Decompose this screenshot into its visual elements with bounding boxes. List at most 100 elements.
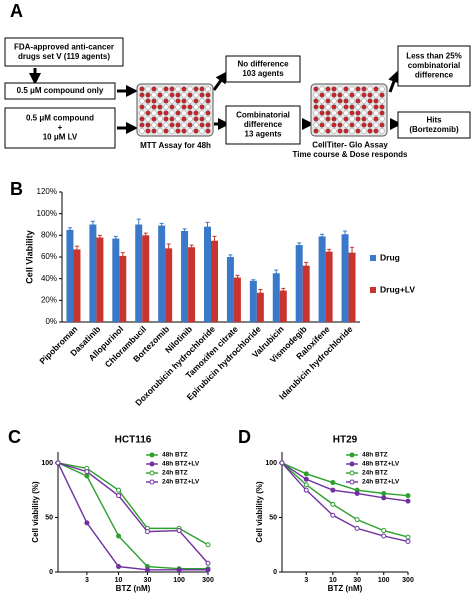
error-bar <box>297 242 302 248</box>
well <box>379 92 385 98</box>
well <box>313 92 319 98</box>
well <box>337 86 343 92</box>
data-point <box>405 493 411 499</box>
well <box>379 86 385 92</box>
well <box>349 86 355 92</box>
bar <box>341 234 349 322</box>
well <box>157 92 163 98</box>
data-point <box>84 520 90 526</box>
error-bar <box>212 235 217 246</box>
well <box>187 98 193 104</box>
bar <box>112 238 120 322</box>
well <box>379 98 385 104</box>
legend-label: 48h BTZ <box>362 452 388 459</box>
legend-label: 24h BTZ+LV <box>362 479 400 486</box>
well <box>199 92 205 98</box>
x-tick-label: 300 <box>402 577 414 584</box>
bar <box>181 231 189 322</box>
well <box>193 128 199 134</box>
data-point <box>330 512 336 518</box>
bar <box>158 225 166 322</box>
well <box>205 104 211 110</box>
well <box>145 104 151 110</box>
well <box>157 122 163 128</box>
well <box>343 92 349 98</box>
error-bar <box>251 279 256 283</box>
bar <box>249 280 257 322</box>
y-axis-label: Cell Viability <box>24 230 34 283</box>
well <box>175 92 181 98</box>
well <box>319 116 325 122</box>
well <box>157 116 163 122</box>
well <box>331 92 337 98</box>
well <box>205 128 211 134</box>
well <box>331 128 337 134</box>
data-point <box>55 460 61 466</box>
series-line <box>281 462 409 497</box>
data-point <box>84 469 90 475</box>
series-line <box>57 462 208 571</box>
legend-label: 24h BTZ+LV <box>162 479 200 486</box>
well <box>163 86 169 92</box>
well <box>349 104 355 110</box>
well <box>139 86 145 92</box>
data-point <box>354 525 360 531</box>
well <box>361 116 367 122</box>
well <box>355 98 361 104</box>
well <box>193 116 199 122</box>
well <box>337 122 343 128</box>
well <box>373 128 379 134</box>
well <box>331 116 337 122</box>
well <box>355 128 361 134</box>
well <box>379 116 385 122</box>
well <box>379 122 385 128</box>
data-point <box>354 517 360 523</box>
well <box>169 116 175 122</box>
node-text: No difference <box>237 59 289 68</box>
plate <box>136 83 214 137</box>
well <box>199 86 205 92</box>
well <box>175 86 181 92</box>
series-line <box>57 462 209 564</box>
well <box>199 128 205 134</box>
well <box>175 104 181 110</box>
legend-marker <box>149 461 155 467</box>
error-bar <box>343 230 348 238</box>
bar <box>188 247 196 322</box>
series-line <box>57 462 209 546</box>
y-axis-label: Cell viability (%) <box>255 481 264 543</box>
y-tick-label: 0 <box>273 569 277 576</box>
node-text: 10 μM LV <box>43 133 78 142</box>
node-box <box>225 55 301 83</box>
well <box>337 116 343 122</box>
y-tick-label: 120% <box>37 187 57 196</box>
y-tick-label: 50 <box>45 514 53 521</box>
y-tick-label: 50 <box>269 514 277 521</box>
data-point <box>354 490 360 496</box>
well <box>355 92 361 98</box>
x-tick-label: 300 <box>202 577 214 584</box>
y-tick-label: 80% <box>41 230 57 239</box>
x-tick-label: 10 <box>329 577 337 584</box>
error-bar <box>189 244 194 250</box>
well <box>169 122 175 128</box>
data-point <box>144 567 150 573</box>
well <box>331 122 337 128</box>
legend-marker <box>149 470 155 476</box>
y-tick-label: 60% <box>41 252 57 261</box>
well <box>361 86 367 92</box>
well <box>325 98 331 104</box>
well <box>367 92 373 98</box>
well <box>151 98 157 104</box>
well <box>367 116 373 122</box>
well <box>187 128 193 134</box>
data-point <box>205 567 211 573</box>
well <box>331 104 337 110</box>
well <box>187 116 193 122</box>
node-text: FDA-approved anti-cancer <box>14 42 114 51</box>
well <box>343 122 349 128</box>
legend-marker <box>349 470 355 476</box>
well <box>373 104 379 110</box>
well <box>205 110 211 116</box>
